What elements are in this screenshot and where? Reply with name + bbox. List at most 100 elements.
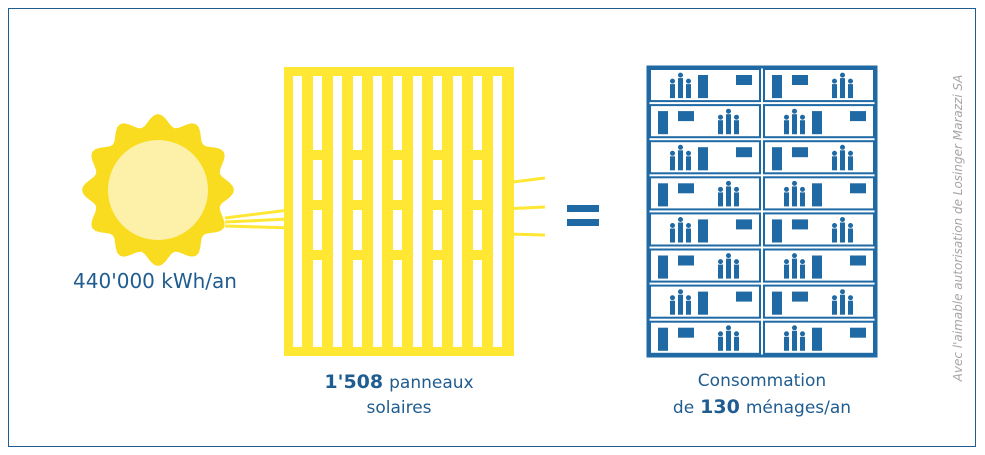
panel-stripe [313,76,322,347]
person-body [792,114,797,134]
solar-panels-icon [284,67,514,356]
panel-gap [473,250,482,260]
person-body [832,84,837,98]
person-head [678,145,683,150]
picture [736,147,752,157]
person-body [848,156,853,170]
person-body [670,84,675,98]
panel-gap [313,150,322,160]
person-body [678,295,683,315]
panel-gap [353,250,362,260]
panel-stripe [293,76,302,347]
door [698,147,708,170]
person-body [718,337,723,351]
person-body [734,120,739,134]
person-head [800,115,805,120]
panel-gap [433,200,442,210]
person-head [800,259,805,264]
person-head [734,115,739,120]
person-body [832,229,837,243]
person-head [840,217,845,222]
panel-stripe [353,76,362,347]
person-head [726,325,731,330]
energy-label: 440'000 kWh/an [73,269,237,293]
person-body [718,120,723,134]
person-head [832,223,837,228]
person-head [840,289,845,294]
panel-gap [353,200,362,210]
panel-gap [393,250,402,260]
person-head [840,73,845,78]
person-body [784,265,789,279]
person-head [734,331,739,336]
infographic: 440'000 kWh/an 1'508panneaux solaires Co… [0,0,985,455]
panel-stripe [373,76,382,347]
person-body [784,120,789,134]
person-body [784,337,789,351]
person-body [848,301,853,315]
person-head [726,109,731,114]
person-head [686,223,691,228]
picture [850,328,866,338]
panel-stripe [393,76,402,347]
person-head [686,79,691,84]
picture [850,256,866,266]
picture [678,256,694,266]
person-body [840,223,845,243]
person-body [726,259,731,279]
person-body [734,265,739,279]
panel-gap [473,150,482,160]
panel-stripe [453,76,462,347]
households-label: Consommation [698,371,826,391]
person-head [726,181,731,186]
panel-gap [313,200,322,210]
person-body [840,295,845,315]
households-icon [648,67,876,356]
person-body [686,229,691,243]
person-body [678,223,683,243]
door [698,292,708,315]
door [658,183,668,206]
door [772,75,782,98]
picture [678,111,694,121]
door [658,328,668,351]
person-head [784,187,789,192]
person-head [678,217,683,222]
person-body [726,114,731,134]
panel-gap [353,150,362,160]
person-body [734,337,739,351]
person-body [734,192,739,206]
person-head [718,115,723,120]
person-head [784,331,789,336]
panel-gap [473,200,482,210]
person-head [832,151,837,156]
picture [792,147,808,157]
picture [850,111,866,121]
person-body [718,192,723,206]
person-head [792,181,797,186]
panel-gap [393,200,402,210]
person-head [792,325,797,330]
person-body [800,120,805,134]
panel-gap [433,150,442,160]
person-body [718,265,723,279]
person-head [670,223,675,228]
picture [792,75,808,85]
person-head [686,295,691,300]
person-body [670,301,675,315]
households-count: 130 [700,396,740,418]
person-head [792,253,797,258]
door [772,292,782,315]
person-head [718,187,723,192]
person-head [784,259,789,264]
person-head [848,151,853,156]
door [812,328,822,351]
person-head [734,259,739,264]
panels-label: solaires [366,398,431,418]
person-body [686,156,691,170]
person-head [840,145,845,150]
door [772,147,782,170]
person-head [678,289,683,294]
person-head [686,151,691,156]
